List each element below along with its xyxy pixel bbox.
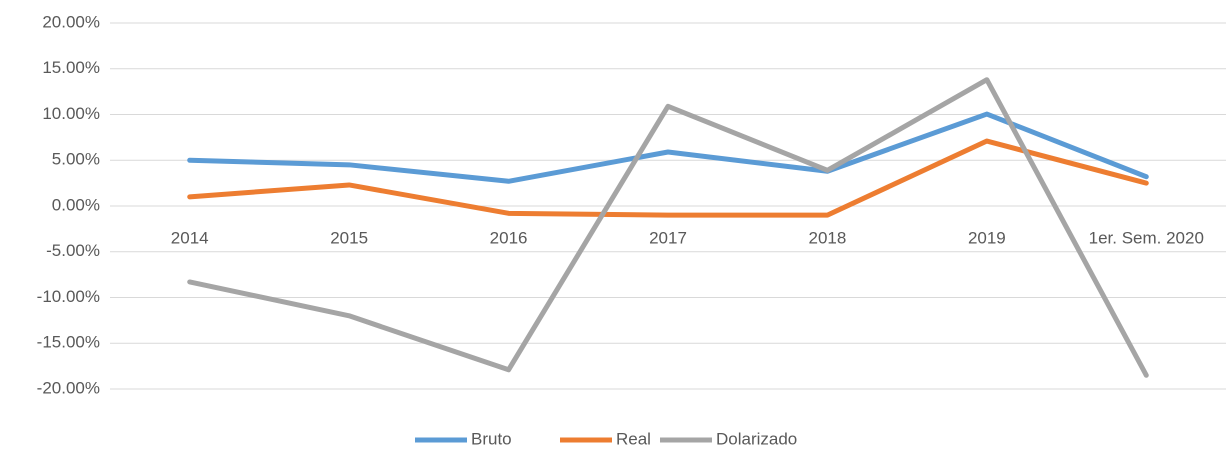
y-tick-label: 0.00%	[52, 195, 100, 214]
x-tick-label: 2015	[330, 228, 368, 247]
legend-label: Dolarizado	[716, 429, 797, 448]
y-tick-label: -15.00%	[37, 333, 100, 352]
y-tick-label: -5.00%	[46, 241, 100, 260]
y-tick-label: -10.00%	[37, 287, 100, 306]
y-tick-label: 5.00%	[52, 150, 100, 169]
line-series	[187, 138, 1149, 218]
x-tick-label: 2017	[649, 228, 687, 247]
x-tick-label: 2016	[490, 228, 528, 247]
y-tick-label: 15.00%	[42, 58, 100, 77]
x-tick-label: 2014	[171, 228, 209, 247]
line-series	[187, 77, 1149, 378]
legend-label: Bruto	[471, 429, 512, 448]
x-tick-label: 2018	[809, 228, 847, 247]
legend-label: Real	[616, 429, 651, 448]
x-tick-label: 2019	[968, 228, 1006, 247]
y-tick-label: 10.00%	[42, 104, 100, 123]
y-tick-label: -20.00%	[37, 378, 100, 397]
y-tick-label: 20.00%	[42, 12, 100, 31]
line-series	[187, 111, 1149, 184]
x-tick-label: 1er. Sem. 2020	[1089, 228, 1204, 247]
